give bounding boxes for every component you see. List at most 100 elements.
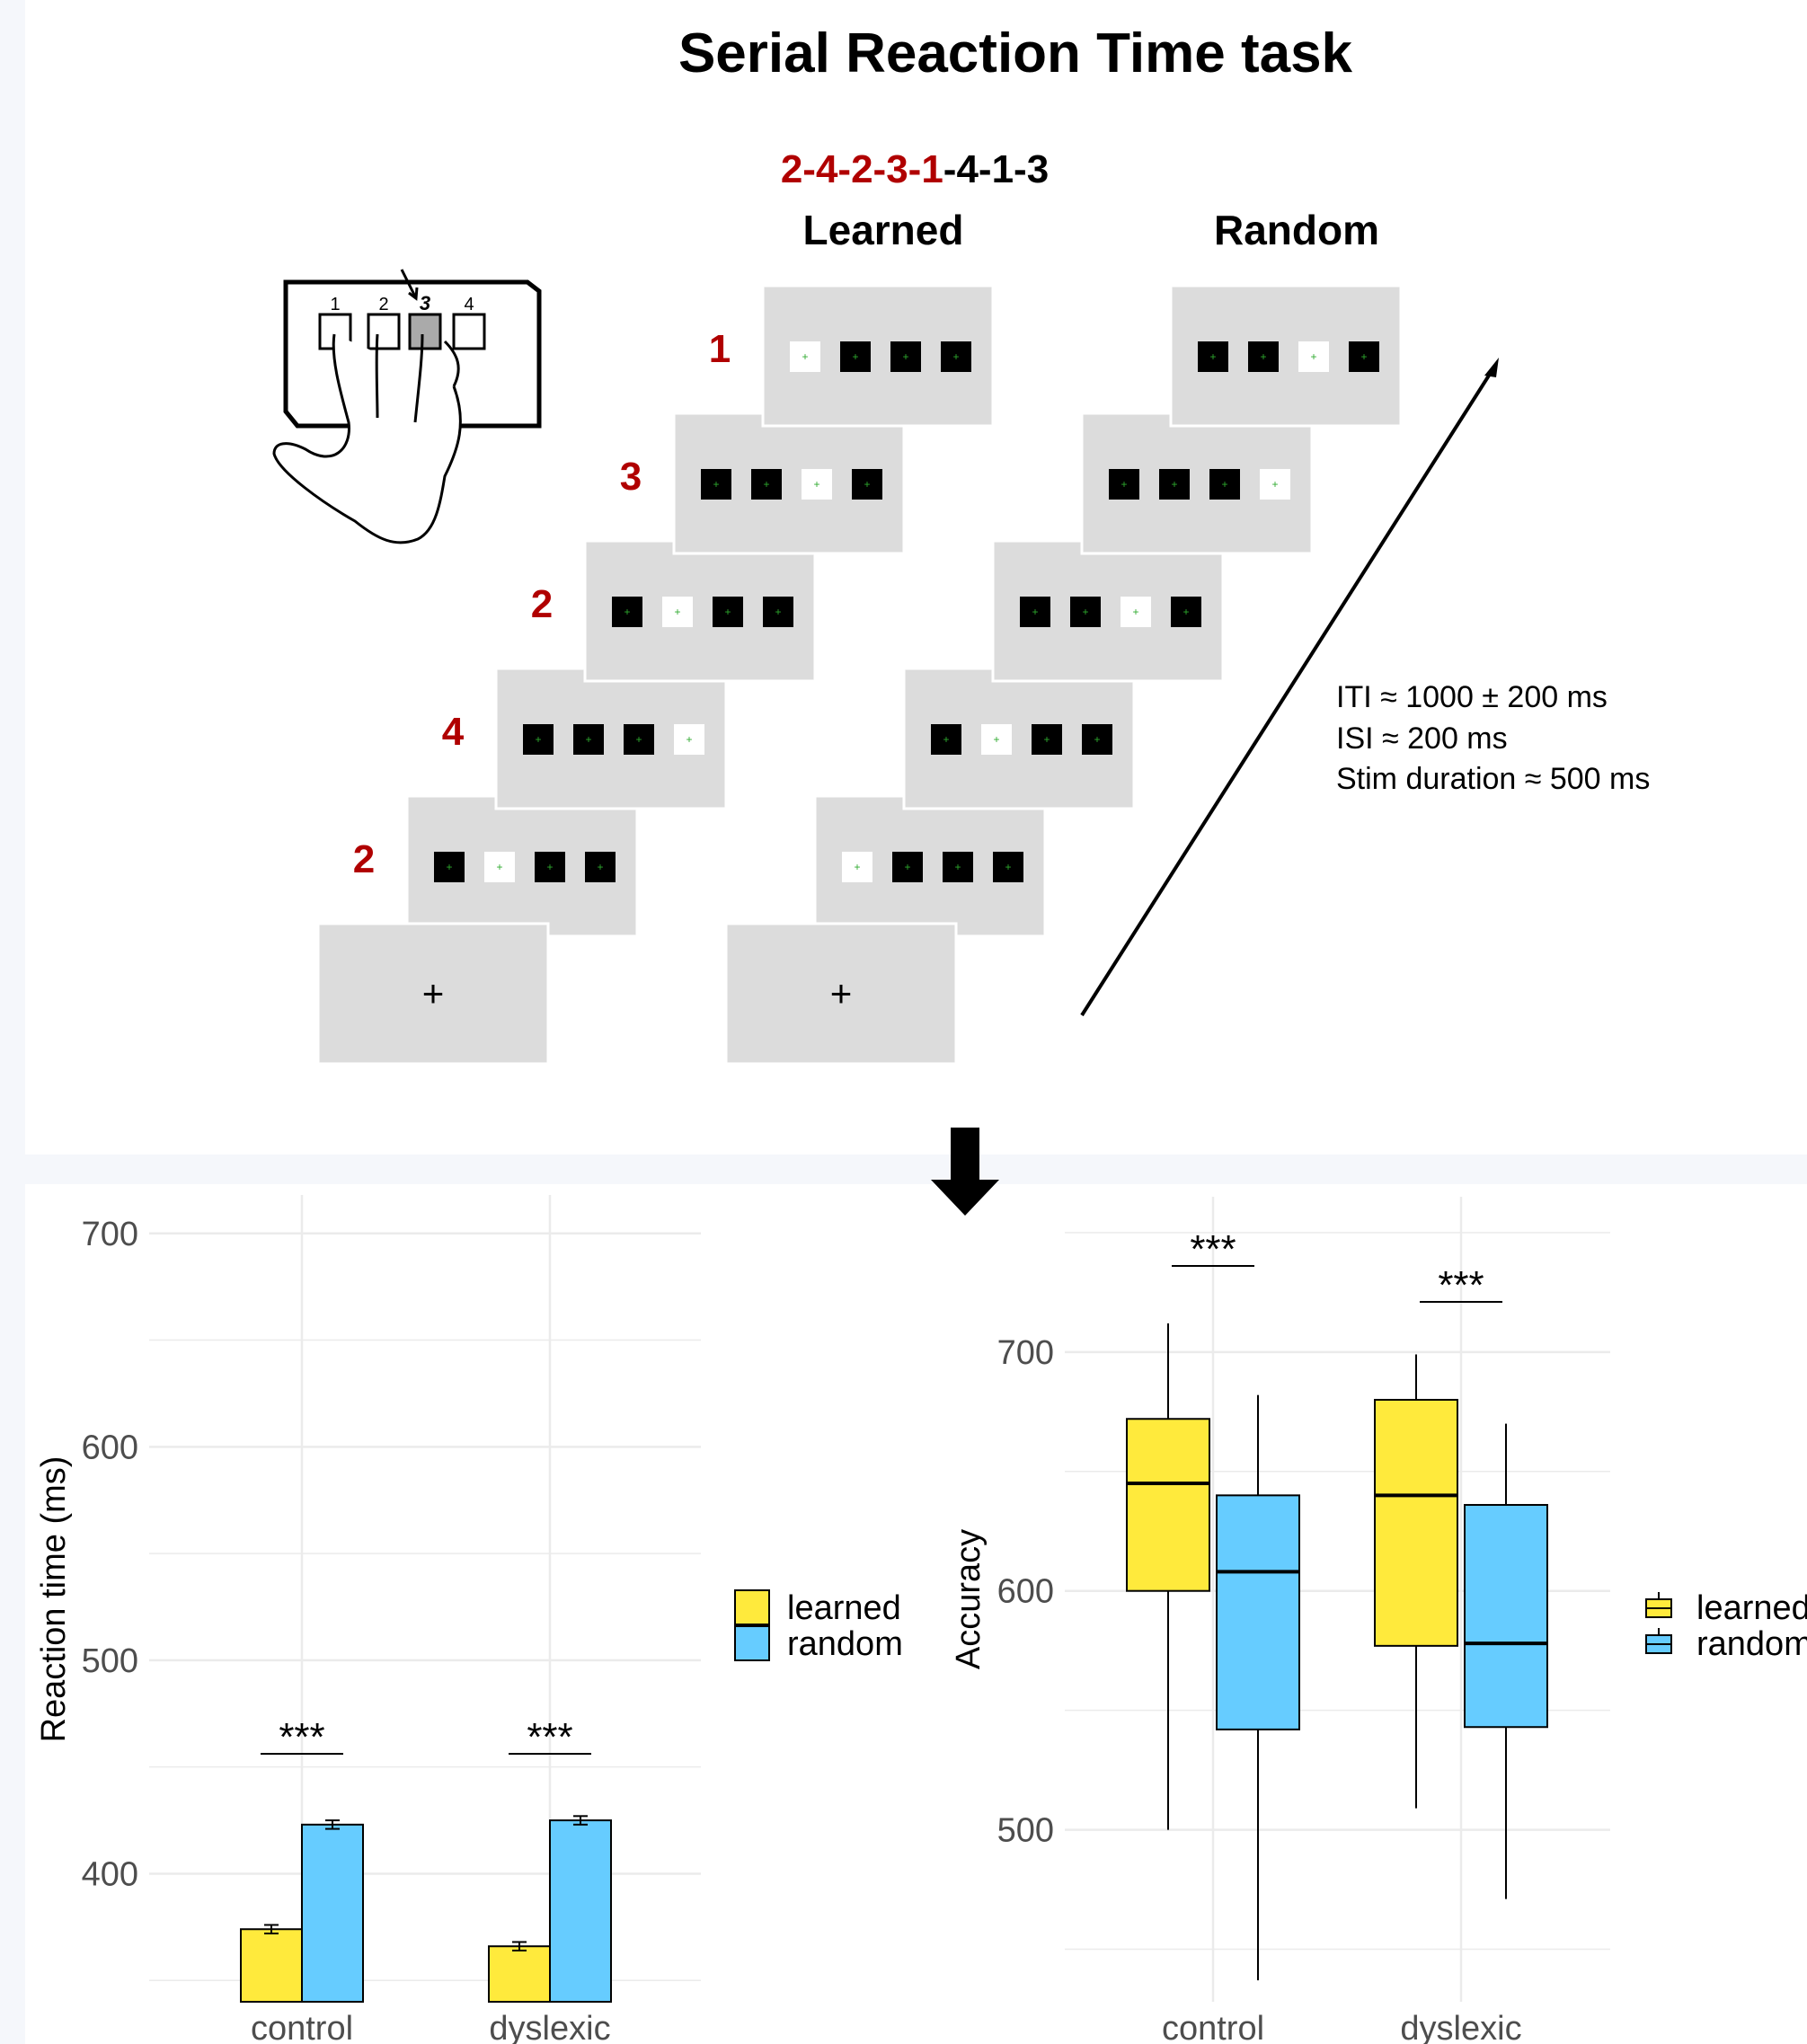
box-learned-dyslexic <box>1374 1398 1458 1647</box>
x-tick-label: dyslexic <box>489 2010 610 2044</box>
stimulus-square <box>523 724 554 755</box>
fixation-cross: + <box>830 972 853 1014</box>
hand-outline-icon <box>272 333 462 544</box>
trial-screen-1: + + + +1 <box>709 284 995 428</box>
stimulus-fixation-cross: + <box>993 733 999 746</box>
stimulus-square <box>1171 597 1201 627</box>
stimulus-square <box>624 724 654 755</box>
stimulus-square <box>1082 724 1112 755</box>
stimulus-square <box>840 341 871 372</box>
stimulus-square-target <box>981 724 1012 755</box>
sequence-highlighted: 2-4-2-3-1 <box>781 147 943 191</box>
box-learned-control <box>1126 1418 1210 1592</box>
fixation-screen: + <box>316 922 550 1066</box>
stimulus-fixation-cross: + <box>854 861 860 873</box>
sequence-label: 2-4-2-3-1-4-1-3 <box>781 147 1049 191</box>
trial-screen-3: + + + +2 <box>531 539 817 683</box>
stimulus-fixation-cross: + <box>943 733 949 746</box>
legend-label-random: random <box>1696 1625 1807 1663</box>
stimulus-fixation-cross: + <box>1260 350 1266 363</box>
press-arrow-icon <box>400 269 417 297</box>
trial-screen-3: + + + + <box>991 539 1225 683</box>
stimulus-fixation-cross: + <box>496 861 502 873</box>
significance-stars: *** <box>527 1715 572 1759</box>
stimulus-fixation-cross: + <box>535 733 541 746</box>
sequence-position-number: 4 <box>442 710 465 754</box>
stimulus-fixation-cross: + <box>624 606 630 618</box>
y-tick-label: 500 <box>997 1812 1054 1850</box>
stimulus-square <box>943 852 973 882</box>
response-key-2 <box>367 313 401 350</box>
stimulus-square <box>1349 341 1379 372</box>
stimulus-fixation-cross: + <box>775 606 781 618</box>
stimulus-square <box>1109 469 1139 500</box>
stimulus-square-target <box>842 852 872 882</box>
stimulus-fixation-cross: + <box>546 861 553 873</box>
stimulus-fixation-cross: + <box>686 733 692 746</box>
time-arrowhead-icon <box>1484 358 1499 377</box>
fixation-cross: + <box>422 972 445 1014</box>
stimulus-square <box>852 469 882 500</box>
stimulus-square <box>1159 469 1190 500</box>
sequence-position-number: 2 <box>353 837 375 881</box>
stimulus-fixation-cross: + <box>954 861 961 873</box>
box-random-dyslexic <box>1464 1503 1548 1729</box>
learned-column-title: Learned <box>803 207 964 253</box>
stimulus-square <box>585 852 616 882</box>
x-tick-label: control <box>251 2010 353 2044</box>
stimulus-fixation-cross: + <box>635 733 642 746</box>
stimulus-square-target <box>802 469 832 500</box>
stimulus-fixation-cross: + <box>1121 478 1127 491</box>
y-tick-label: 500 <box>82 1642 138 1680</box>
stimulus-fixation-cross: + <box>597 861 603 873</box>
fixation-screen-bg <box>724 922 958 1066</box>
trial-screen-2: + + + +3 <box>620 411 906 555</box>
response-key-3 <box>408 313 442 350</box>
stimulus-square <box>701 469 731 500</box>
x-tick-label: dyslexic <box>1400 2010 1521 2044</box>
trial-screen-4: + + + +4 <box>442 667 728 810</box>
x-tick-label: control <box>1162 2010 1264 2044</box>
y-axis-title: Accuracy <box>950 1529 988 1669</box>
stimulus-square-target <box>1298 341 1329 372</box>
stimulus-fixation-cross: + <box>1043 733 1050 746</box>
stimulus-fixation-cross: + <box>1094 733 1100 746</box>
fixation-screen: + <box>724 922 958 1066</box>
stimulus-fixation-cross: + <box>1221 478 1227 491</box>
sequence-position-number: 3 <box>620 455 642 499</box>
timing-stim-duration: Stim duration ≈ 500 ms <box>1336 762 1650 796</box>
stimulus-square <box>434 852 465 882</box>
stimulus-square <box>573 724 604 755</box>
trial-screen-5: + + + +2 <box>353 794 639 938</box>
sequence-rest: -4-1-3 <box>943 147 1049 191</box>
response-key-4 <box>452 313 486 350</box>
bar-learned-dyslexic <box>488 1945 551 2004</box>
random-column-title: Random <box>1214 207 1379 253</box>
random-trial-stack: + + + + + + + + + + + + + + + + + + + + + <box>724 284 1403 1066</box>
stimulus-fixation-cross: + <box>1032 606 1038 618</box>
stimulus-square-target <box>1121 597 1151 627</box>
stimulus-square-target <box>1260 469 1290 500</box>
trial-screen <box>761 284 995 428</box>
stimulus-fixation-cross: + <box>1310 350 1316 363</box>
stimulus-fixation-cross: + <box>674 606 680 618</box>
stimulus-fixation-cross: + <box>1132 606 1138 618</box>
stimulus-square-target <box>484 852 515 882</box>
stimulus-fixation-cross: + <box>813 478 819 491</box>
bar-learned-control <box>240 1928 303 2004</box>
bar-random-dyslexic <box>549 1819 612 2003</box>
stimulus-fixation-cross: + <box>1360 350 1367 363</box>
down-arrow-icon <box>931 1128 999 1216</box>
stimulus-fixation-cross: + <box>1082 606 1088 618</box>
sequence-position-number: 2 <box>531 582 553 626</box>
stimulus-square <box>751 469 782 500</box>
stimulus-fixation-cross: + <box>1183 606 1189 618</box>
legend-swatch-learned <box>734 1589 770 1625</box>
y-tick-label: 400 <box>82 1855 138 1893</box>
stimulus-fixation-cross: + <box>902 350 908 363</box>
timing-iti: ITI ≈ 1000 ± 200 ms <box>1336 680 1608 714</box>
stimulus-fixation-cross: + <box>713 478 719 491</box>
stimulus-fixation-cross: + <box>1171 478 1177 491</box>
key-label-1: 1 <box>330 295 340 314</box>
